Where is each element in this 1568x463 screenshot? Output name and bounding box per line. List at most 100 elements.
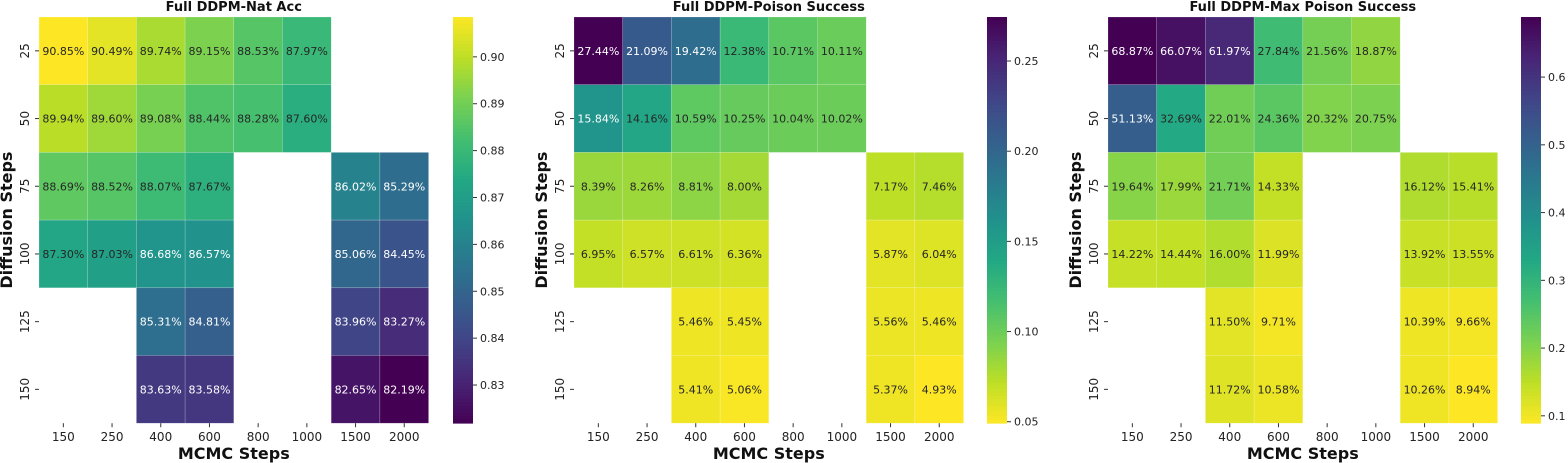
- colorbar-segment: [987, 74, 1007, 79]
- colorbar-segment: [1521, 345, 1541, 350]
- heatmap-cell: [719, 219, 770, 289]
- colorbar-segment: [453, 98, 473, 103]
- colorbar-segment: [1521, 135, 1541, 140]
- cell-value-label: 51.13%: [1111, 113, 1153, 126]
- colorbar-segment: [453, 355, 473, 360]
- colorbar-segment: [453, 179, 473, 184]
- colorbar-segment: [453, 402, 473, 407]
- heatmap-cell: [622, 219, 672, 289]
- colorbar-segment: [1521, 159, 1541, 164]
- heatmap-cell: [184, 84, 235, 153]
- heatmap-cell: [1448, 219, 1498, 289]
- colorbar-segment: [987, 176, 1007, 180]
- colorbar-segment: [987, 216, 1007, 221]
- colorbar-segment: [987, 182, 1007, 187]
- colorbar-segment: [1521, 37, 1541, 42]
- heatmap-cell: [87, 16, 137, 85]
- colorbar-segment: [453, 348, 473, 353]
- colorbar-segment: [987, 419, 1007, 424]
- heatmap-cell: [1156, 16, 1206, 85]
- colorbar-segment: [453, 335, 473, 340]
- heatmap-cell: [671, 152, 721, 221]
- cell-value-label: 86.68%: [140, 248, 182, 261]
- colorbar-segment: [1521, 284, 1541, 289]
- colorbar-segment: [453, 50, 473, 55]
- y-tick-label: 75: [1087, 179, 1101, 194]
- colorbar-segment: [987, 267, 1007, 272]
- cell-value-label: 84.81%: [188, 316, 230, 329]
- colorbar-segment: [1521, 94, 1541, 99]
- colorbar-segment: [1521, 226, 1541, 231]
- y-tick-label: 125: [553, 310, 567, 333]
- colorbar-segment: [1521, 277, 1541, 282]
- colorbar-segment: [453, 406, 473, 411]
- colorbar-segment: [987, 159, 1007, 164]
- colorbar-segment: [987, 341, 1007, 346]
- colorbar-segment: [987, 392, 1007, 397]
- y-axis-label: Diffusion Steps: [532, 152, 551, 289]
- colorbar-segment: [1521, 115, 1541, 120]
- colorbar-segment: [987, 148, 1007, 153]
- colorbar-segment: [987, 172, 1007, 177]
- colorbar-segment: [1521, 291, 1541, 296]
- colorbar-segment: [1521, 297, 1541, 302]
- x-tick-label: 600: [733, 430, 756, 444]
- colorbar-segment: [1521, 395, 1541, 400]
- colorbar-segment: [1521, 213, 1541, 218]
- colorbar-segment: [987, 220, 1007, 224]
- x-tick-label: 150: [1121, 430, 1144, 444]
- colorbar-segment: [453, 142, 473, 147]
- cell-value-label: 14.33%: [1257, 180, 1299, 193]
- colorbar-segment: [453, 88, 473, 93]
- heatmap-cell: [719, 287, 770, 356]
- heatmap-cell: [136, 16, 186, 85]
- colorbar-segment: [1521, 84, 1541, 89]
- colorbar-segment: [987, 40, 1007, 45]
- colorbar-segment: [453, 270, 473, 275]
- colorbar-segment: [453, 128, 473, 133]
- heatmap-cell: [282, 84, 332, 153]
- colorbar-tick-label: 0.6: [1548, 71, 1566, 84]
- x-tick-label: 800: [247, 430, 270, 444]
- colorbar-segment: [453, 74, 473, 79]
- colorbar-segment: [1521, 324, 1541, 329]
- x-tick-label: 2000: [389, 430, 420, 444]
- y-tick-label: 25: [1087, 43, 1101, 58]
- colorbar-segment: [453, 148, 473, 153]
- colorbar-segment: [453, 162, 473, 167]
- colorbar-segment: [453, 44, 473, 49]
- colorbar-segment: [1521, 287, 1541, 292]
- colorbar-segment: [1521, 280, 1541, 285]
- heatmap-panel-2: Full DDPM-Poison Success 27.44% 21.09% 19.4…: [532, 0, 1039, 463]
- colorbar-segment: [453, 395, 473, 400]
- colorbar-segment: [1521, 375, 1541, 380]
- colorbar-segment: [453, 94, 473, 99]
- colorbar-segment: [453, 304, 473, 309]
- colorbar-segment: [987, 169, 1007, 174]
- y-tick-label: 100: [1087, 242, 1101, 265]
- cell-value-label: 22.01%: [1209, 113, 1251, 126]
- colorbar-segment: [453, 20, 473, 25]
- chart-title: Full DDPM-Nat Acc: [166, 0, 302, 15]
- colorbar-tick-label: 0.1: [1548, 410, 1566, 423]
- colorbar-segment: [453, 284, 473, 289]
- colorbar-segment: [1521, 240, 1541, 245]
- colorbar-segment: [1521, 192, 1541, 197]
- colorbar-segment: [987, 335, 1007, 340]
- colorbar-segment: [987, 54, 1007, 59]
- colorbar-segment: [987, 121, 1007, 126]
- y-tick-label: 50: [18, 111, 32, 126]
- cell-value-label: 68.87%: [1111, 45, 1153, 58]
- colorbar-segment: [1521, 389, 1541, 394]
- y-tick-label: 100: [18, 242, 32, 265]
- colorbar-segment: [1521, 91, 1541, 96]
- colorbar-segment: [987, 57, 1007, 62]
- colorbar-segment: [453, 314, 473, 319]
- colorbar-segment: [453, 145, 473, 150]
- colorbar-segment: [987, 301, 1007, 306]
- colorbar-segment: [987, 145, 1007, 150]
- colorbar-tick-label: 0.3: [1548, 274, 1566, 287]
- colorbar-segment: [453, 84, 473, 89]
- colorbar-segment: [1521, 179, 1541, 184]
